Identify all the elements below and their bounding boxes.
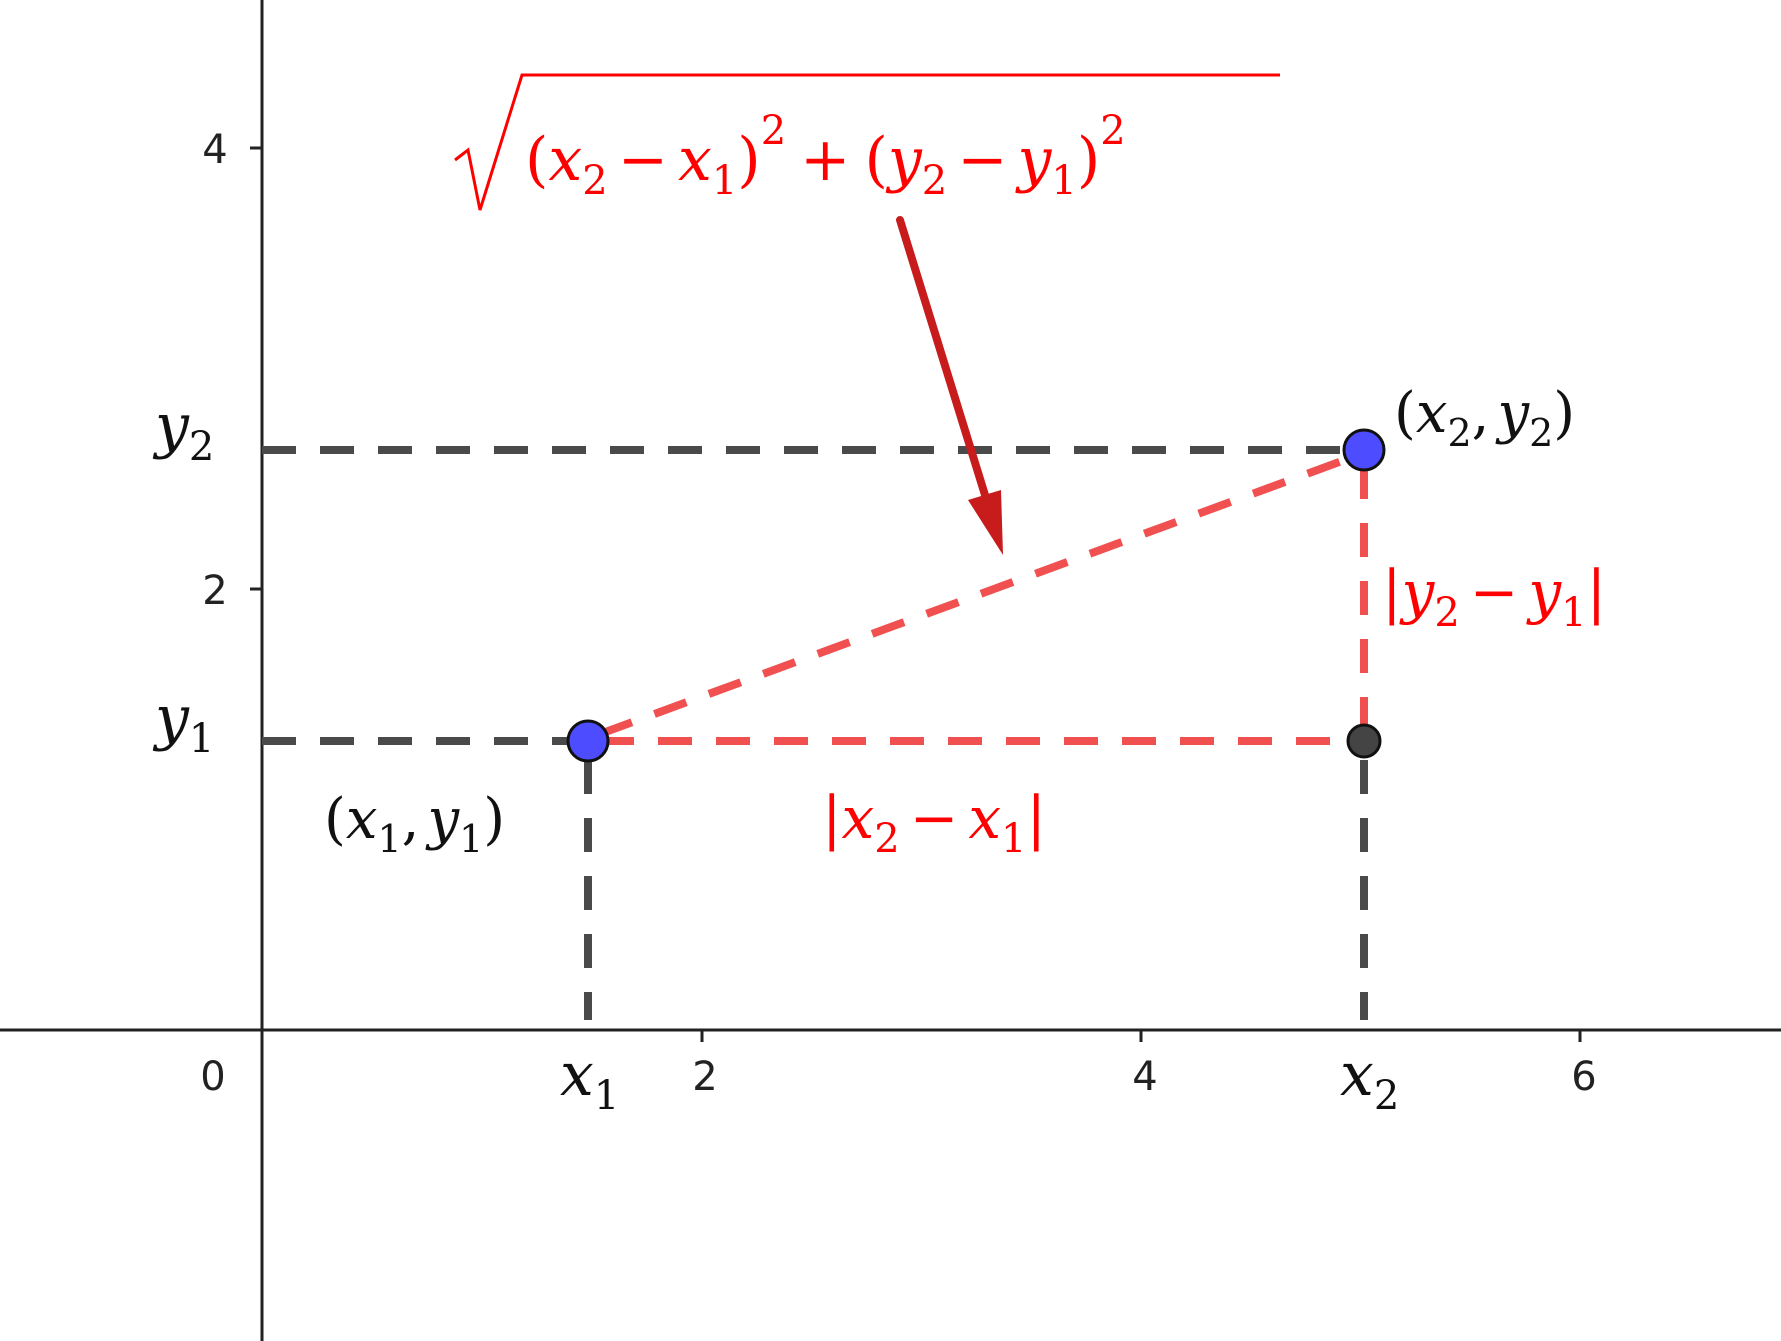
y-tick-label-4: 4 <box>202 127 227 173</box>
distance-formula: (x2− x1)2 + (y2− y1)2 <box>454 73 1280 211</box>
vertical-distance-label: |y2− y1| <box>1382 558 1606 636</box>
right-angle-corner-point <box>1346 723 1382 759</box>
point-x1-y1 <box>566 719 610 763</box>
y-tick-marks <box>250 146 262 591</box>
x-tick-label-4: 4 <box>1132 1054 1157 1100</box>
axis-marker-y2: y2 <box>152 391 214 470</box>
radical-sign <box>454 73 1280 211</box>
point-label-x2-y2: (x2, y2) <box>1394 381 1575 455</box>
origin-label: 0 <box>200 1054 225 1100</box>
horizontal-distance-label: |x2− x1| <box>822 784 1046 862</box>
hypotenuse <box>598 454 1352 738</box>
x-tick-label-2: 2 <box>692 1054 717 1100</box>
axis-marker-x2: x2 <box>1340 1040 1399 1119</box>
radicand: (x2− x1)2 + (y2− y1)2 <box>525 108 1126 204</box>
x-tick-label-6: 6 <box>1571 1054 1596 1100</box>
y-tick-label-2: 2 <box>202 568 227 614</box>
x-tick-marks <box>700 1030 1582 1042</box>
point-x2-y2 <box>1342 428 1386 472</box>
arrowhead <box>968 490 1003 555</box>
projection-lines <box>262 446 1368 1020</box>
formula-arrow <box>896 216 1003 555</box>
point-label-x1-y1: (x1, y1) <box>324 787 505 861</box>
arrow-shaft <box>896 216 989 499</box>
axis-marker-y1: y1 <box>152 683 214 762</box>
distance-triangle <box>598 454 1368 745</box>
axis-marker-x1: x1 <box>560 1040 619 1119</box>
